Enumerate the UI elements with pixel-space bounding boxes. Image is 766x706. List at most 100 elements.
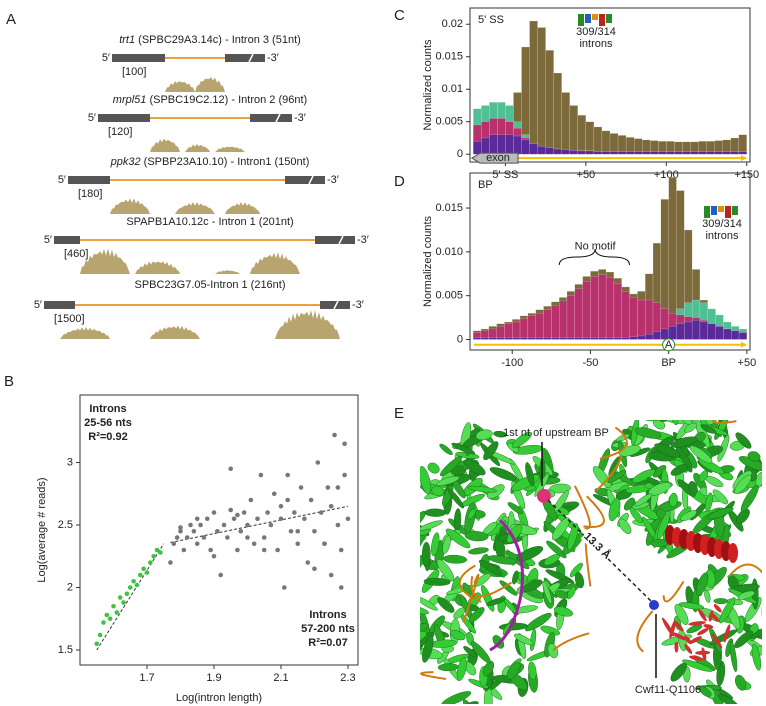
- helix: [431, 485, 445, 497]
- coverage: [195, 77, 225, 92]
- five-prime: 5′: [88, 112, 96, 124]
- gene-name: trt1: [119, 34, 135, 46]
- bar: [519, 318, 529, 340]
- logo: [704, 206, 710, 218]
- helix: [543, 554, 560, 566]
- gene-detail: -Intron 1 (216nt): [207, 279, 286, 291]
- red-domain: [689, 655, 704, 661]
- exon: [98, 114, 150, 122]
- point: [241, 510, 247, 515]
- logo-count: 309/314: [576, 26, 616, 38]
- point: [315, 460, 321, 465]
- point: [151, 553, 156, 559]
- logo-count: introns: [705, 230, 739, 242]
- helix: [682, 659, 713, 672]
- bar: [577, 150, 587, 155]
- bar: [707, 323, 716, 340]
- point: [338, 585, 344, 590]
- bar: [642, 151, 651, 155]
- point: [258, 472, 264, 478]
- helix: [420, 560, 422, 570]
- red-domain: [701, 647, 707, 661]
- gene-title: mrpl51 (SPBC19C2.12) - Intron 2 (96nt): [113, 94, 307, 106]
- point: [261, 547, 267, 553]
- coverage: [225, 202, 260, 214]
- helix: [404, 534, 420, 552]
- helix: [436, 559, 455, 582]
- red-helix: [728, 543, 738, 563]
- helix: [423, 577, 451, 586]
- gene-detail: (SPBC29A3.14c) - Intron 3 (51nt): [135, 34, 301, 46]
- bar: [629, 336, 638, 340]
- helix: [686, 624, 703, 634]
- y-tick-label: 0.005: [435, 116, 463, 128]
- helix: [592, 466, 612, 488]
- point: [342, 441, 347, 447]
- coverage: [60, 327, 110, 339]
- point: [221, 522, 227, 528]
- helix: [437, 597, 455, 613]
- helix: [713, 598, 729, 605]
- bar: [621, 291, 630, 340]
- five-prime: 5′: [58, 174, 66, 186]
- y-tick-label: 0.010: [435, 246, 463, 258]
- helix: [506, 661, 521, 680]
- helix: [451, 442, 476, 455]
- point: [312, 528, 317, 534]
- helix: [540, 625, 560, 636]
- bar: [590, 337, 599, 340]
- bar: [527, 315, 536, 340]
- bar: [585, 121, 595, 155]
- point: [248, 497, 254, 503]
- coverage: [80, 248, 130, 274]
- point: [154, 547, 160, 553]
- helix: [555, 590, 569, 599]
- rna: [462, 573, 480, 623]
- helix: [487, 555, 518, 565]
- helix: [735, 432, 752, 449]
- bar: [723, 328, 732, 340]
- coverage: [165, 81, 195, 92]
- x-tick-label: 1.7: [139, 672, 154, 684]
- helix: [483, 441, 499, 461]
- legend-text: 57-200 nts: [301, 623, 355, 635]
- bar: [625, 151, 635, 155]
- point: [318, 510, 324, 515]
- helix: [735, 674, 747, 691]
- helix: [420, 520, 444, 531]
- helix: [553, 606, 573, 617]
- exon: [250, 114, 292, 122]
- bar: [593, 126, 603, 155]
- x-tick-label: 2.1: [273, 672, 288, 684]
- helix: [483, 660, 495, 677]
- bar: [690, 151, 699, 155]
- rna: [636, 610, 654, 653]
- helix: [473, 573, 491, 587]
- point: [238, 528, 244, 534]
- helix: [394, 579, 407, 594]
- bar: [582, 281, 591, 340]
- helix: [511, 431, 533, 449]
- point: [312, 566, 317, 572]
- y-tick-label: 2.5: [58, 519, 73, 531]
- bar: [496, 337, 505, 340]
- bar: [551, 337, 560, 340]
- bar: [551, 305, 560, 340]
- exon: [320, 301, 350, 309]
- logo: [718, 206, 724, 212]
- gene-name: SPBC23G7.05: [134, 279, 206, 291]
- logo: [732, 206, 738, 215]
- bar: [577, 115, 587, 155]
- panel-title: 5' SS: [478, 14, 504, 26]
- helix: [436, 475, 460, 486]
- bar: [566, 295, 575, 340]
- gene-detail: (SPBC19C2.12) - Intron 2 (96nt): [146, 94, 307, 106]
- legend-text: Introns: [309, 609, 346, 621]
- red-domain: [713, 604, 722, 613]
- point: [174, 535, 180, 540]
- helix: [470, 641, 491, 664]
- logo-count: 309/314: [702, 218, 742, 230]
- bar: [730, 151, 739, 155]
- bar: [473, 141, 482, 155]
- red-domain: [673, 620, 684, 632]
